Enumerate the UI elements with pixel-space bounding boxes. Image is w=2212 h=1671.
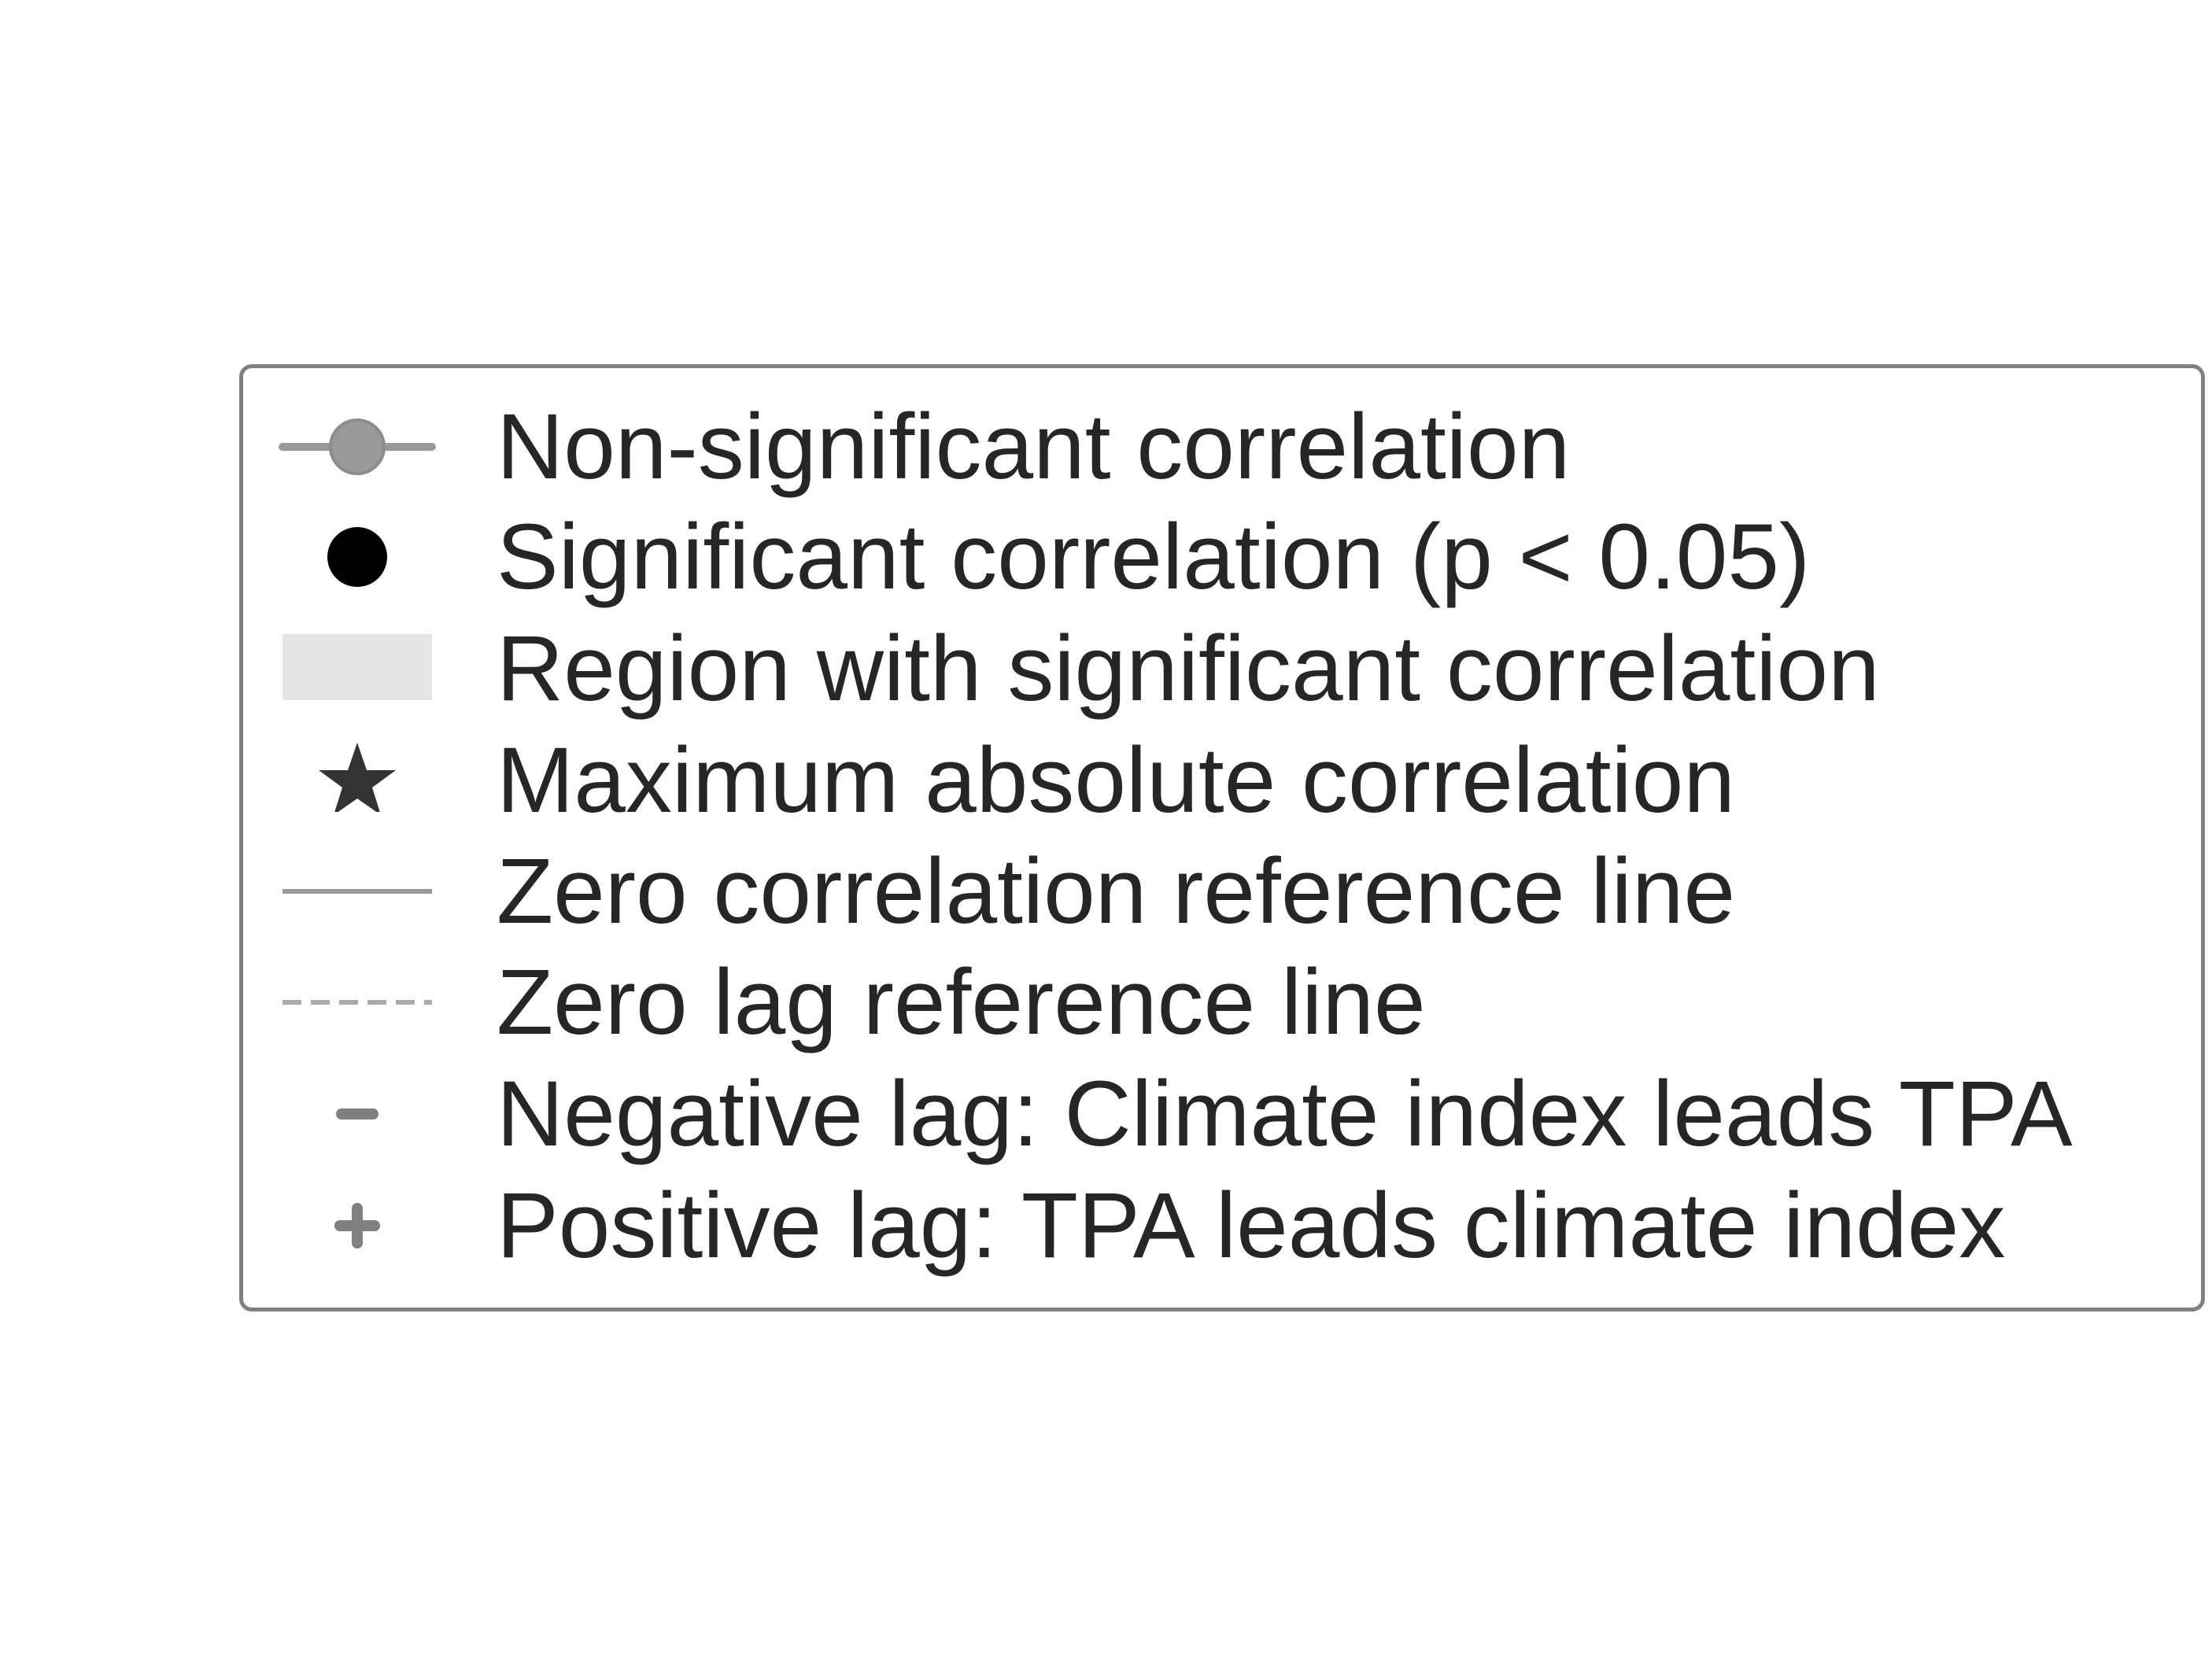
legend-label: Zero correlation reference line	[497, 839, 1736, 943]
legend-entry-zero-correlation: Zero correlation reference line	[243, 813, 2201, 943]
non-significant-marker-icon	[275, 368, 440, 478]
significant-marker-icon	[275, 478, 440, 588]
legend-entry-zero-lag: Zero lag reference line	[243, 924, 2201, 1054]
legend-entry-significant: Significant correlation (p < 0.05)	[243, 478, 2201, 609]
legend-entry-region: Region with significant correlation	[243, 590, 2201, 721]
solid-line-icon	[275, 813, 440, 923]
legend-label: Non-significant correlation	[497, 395, 1571, 499]
legend-entry-positive-lag: Positive lag: TPA leads climate index	[243, 1147, 2201, 1278]
legend-label: Positive lag: TPA leads climate index	[497, 1174, 2006, 1278]
legend-entry-non-significant: Non-significant correlation	[243, 368, 2201, 499]
legend-label: Zero lag reference line	[497, 950, 1426, 1054]
legend-label: Significant correlation (p < 0.05)	[497, 505, 1811, 609]
legend-box: Non-significant correlation Significant …	[239, 364, 2205, 1311]
legend-entry-negative-lag: Negative lag: Climate index leads TPA	[243, 1035, 2201, 1166]
legend-label: Region with significant correlation	[497, 617, 1880, 721]
legend-entry-maximum: Maximum absolute correlation	[243, 702, 2201, 832]
minus-icon	[275, 1035, 440, 1145]
region-swatch-icon	[275, 590, 440, 700]
legend-label: Maximum absolute correlation	[497, 729, 1735, 832]
plus-icon	[275, 1147, 440, 1257]
legend-label: Negative lag: Climate index leads TPA	[497, 1062, 2073, 1166]
star-icon	[275, 702, 440, 812]
dashed-line-icon	[275, 924, 440, 1034]
